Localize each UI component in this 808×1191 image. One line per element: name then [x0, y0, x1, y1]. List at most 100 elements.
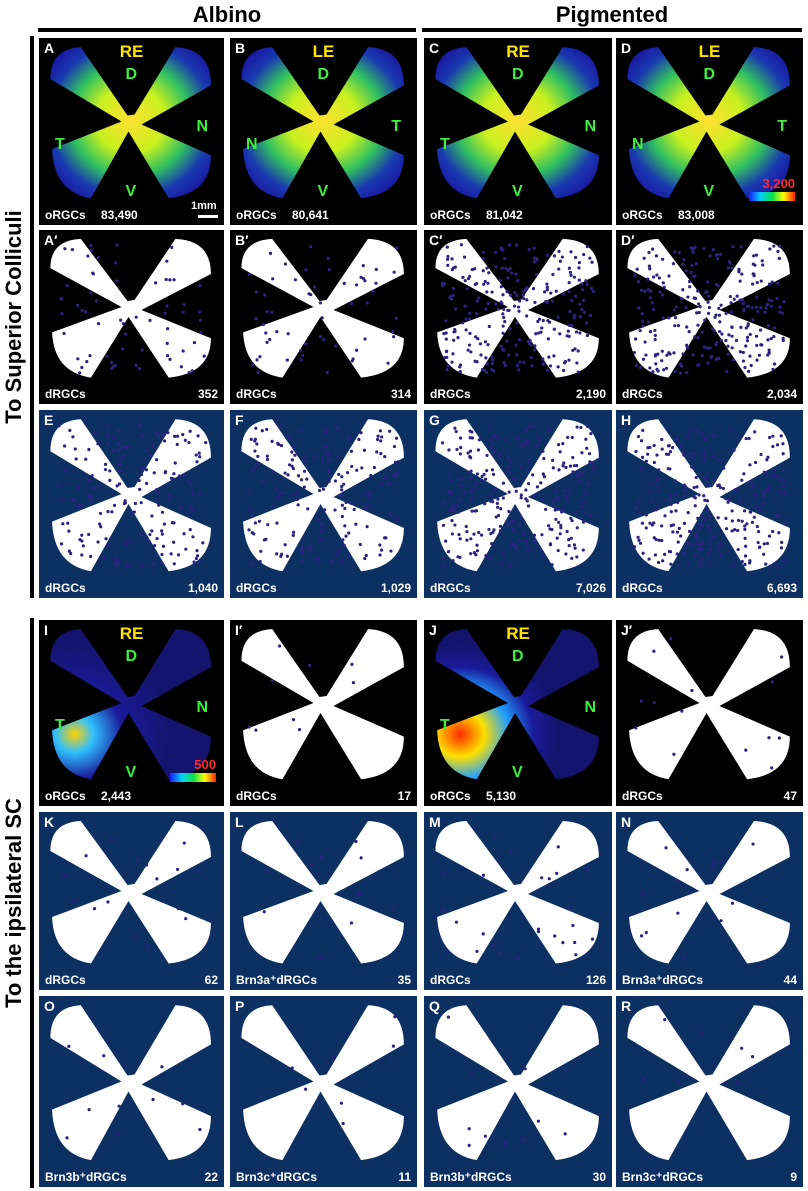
- cell-dot: [678, 371, 683, 375]
- cell-dot: [758, 328, 763, 332]
- cell-dot: [160, 532, 164, 536]
- cell-dot: [391, 329, 395, 334]
- cell-dot: [662, 285, 666, 289]
- cell-dot: [590, 937, 595, 941]
- cell-dot: [489, 438, 493, 442]
- cell-dot: [751, 318, 755, 322]
- cell-dot: [105, 433, 110, 438]
- cell-dot: [270, 439, 274, 443]
- cell-dot: [539, 548, 543, 553]
- cell-dot: [647, 557, 651, 561]
- retina-outline: [627, 47, 790, 199]
- cell-dot: [189, 505, 193, 509]
- cell-dot: [770, 680, 774, 684]
- cell-dot: [666, 444, 671, 448]
- cell-dot: [88, 354, 92, 358]
- cell-dot: [290, 458, 294, 462]
- cell-dot: [546, 319, 550, 323]
- cell-dot: [286, 473, 290, 477]
- cell-dot: [500, 266, 504, 270]
- cell-dot: [506, 465, 511, 469]
- cell-dot: [271, 504, 275, 508]
- cell-dot: [446, 550, 451, 554]
- retina-map: [241, 1005, 404, 1161]
- cell-dot: [545, 253, 549, 257]
- cell-dot: [765, 458, 769, 462]
- cell-dot: [775, 564, 779, 568]
- cell-dot: [451, 559, 455, 563]
- cell-count: 44: [783, 973, 797, 987]
- cell-dot: [637, 499, 641, 503]
- orientation-ventral: V: [512, 183, 523, 200]
- cell-dot: [523, 1067, 527, 1071]
- cell-dot: [444, 349, 449, 354]
- cell-dot: [549, 291, 553, 295]
- cell-dot: [106, 442, 110, 447]
- cell-dot: [777, 244, 782, 248]
- cell-dot: [89, 248, 94, 252]
- cell-dot: [503, 256, 507, 261]
- cell-dot: [691, 353, 695, 357]
- cell-dot: [440, 281, 445, 286]
- cell-dot: [444, 319, 448, 323]
- cell-dot: [654, 508, 658, 512]
- cell-dot: [254, 426, 258, 430]
- panel-letter: A′: [44, 232, 58, 248]
- cell-dot: [314, 557, 319, 561]
- cell-dot: [255, 358, 259, 362]
- retina-outline: [241, 47, 404, 199]
- cell-dot: [726, 352, 730, 356]
- panel-letter: P: [235, 998, 245, 1014]
- cell-dot: [542, 475, 547, 479]
- cell-dot: [639, 465, 643, 470]
- cell-dot: [275, 494, 280, 499]
- cell-dot: [396, 460, 400, 464]
- cell-dot: [463, 304, 467, 308]
- cell-dot: [673, 324, 677, 328]
- cell-dot: [303, 454, 307, 458]
- superior-colliculi-label: To Superior Colliculi: [1, 210, 26, 424]
- cell-dot: [567, 280, 571, 285]
- cell-dot: [453, 426, 457, 430]
- cell-dot: [388, 482, 392, 486]
- cell-dot: [567, 488, 571, 493]
- cell-dot: [318, 956, 322, 960]
- cell-dot: [250, 468, 254, 472]
- cell-dot: [64, 468, 68, 472]
- cell-dot: [529, 356, 533, 360]
- cell-dot: [541, 362, 545, 367]
- cell-dot: [465, 530, 469, 534]
- cell-dot: [445, 367, 449, 372]
- cell-dot: [467, 343, 472, 347]
- cell-dot: [781, 336, 785, 340]
- cell-dot: [733, 528, 737, 532]
- cell-dot: [342, 281, 346, 285]
- cell-dot: [772, 335, 776, 339]
- cell-dot: [137, 858, 141, 862]
- cell-dot: [474, 481, 479, 485]
- cell-dot: [502, 307, 506, 312]
- cell-dot: [283, 490, 287, 495]
- panel-letter: B′: [235, 232, 249, 248]
- cell-dot: [344, 534, 348, 538]
- cell-dot: [767, 351, 771, 355]
- cell-dot: [175, 867, 180, 872]
- cell-dot: [165, 341, 169, 345]
- cell-dot: [202, 354, 206, 358]
- cell-dot: [168, 278, 172, 282]
- cell-dot: [525, 314, 529, 318]
- cell-dot: [719, 553, 723, 557]
- cell-dot: [514, 272, 518, 276]
- cell-dot: [140, 433, 144, 437]
- cell-dot: [680, 709, 684, 713]
- cell-dot: [502, 360, 506, 365]
- cell-dot: [563, 1132, 567, 1136]
- cell-dot: [459, 445, 463, 450]
- cell-dot: [639, 439, 644, 443]
- cell-dot: [748, 463, 752, 467]
- cell-type-label: dRGCs: [45, 973, 86, 987]
- cell-dot: [73, 447, 77, 451]
- cell-dot: [752, 515, 756, 519]
- cell-dot: [637, 538, 641, 542]
